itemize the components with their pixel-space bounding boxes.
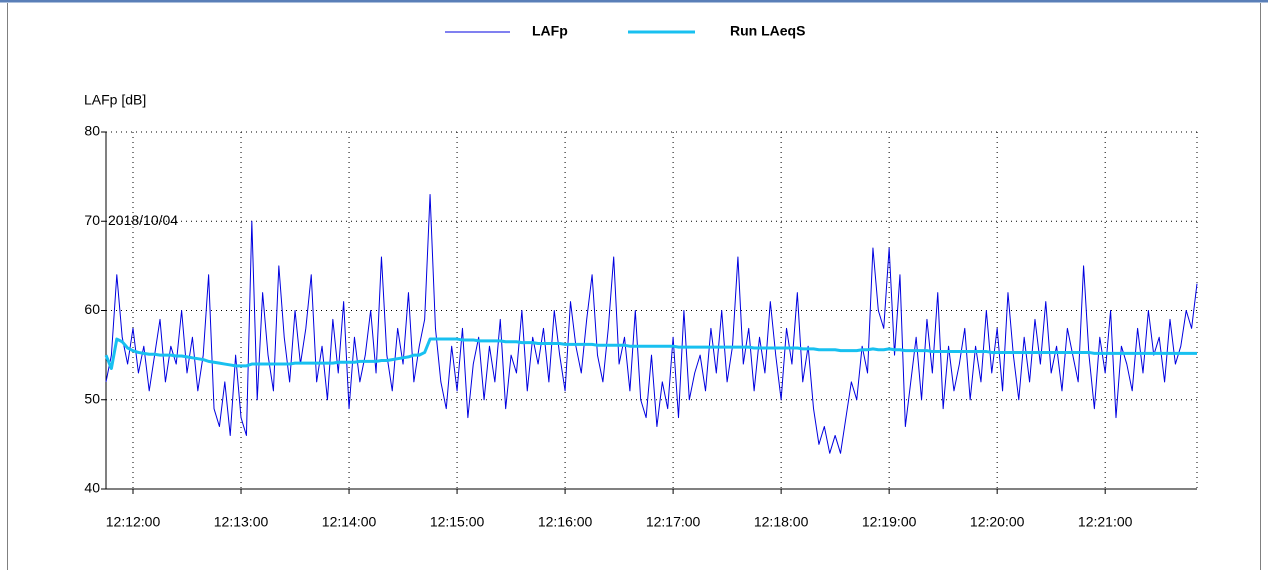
x-tick-label: 12:15:00 (430, 514, 485, 530)
y-tick-label: 70 (84, 212, 100, 228)
x-tick-label: 12:20:00 (970, 514, 1025, 530)
x-tick-label: 12:19:00 (862, 514, 917, 530)
x-tick-label: 12:16:00 (538, 514, 593, 530)
x-tick-label: 12:13:00 (214, 514, 269, 530)
y-tick-label: 40 (84, 480, 100, 496)
annotation: 2018/10/04 (108, 212, 178, 228)
y-axis-label: LAFp [dB] (84, 92, 146, 108)
y-tick-label: 80 (84, 123, 100, 139)
x-tick-label: 12:18:00 (754, 514, 809, 530)
y-tick-label: 60 (84, 301, 100, 317)
legend-label: Run LAeqS (730, 23, 805, 39)
series-line (105, 193, 1198, 454)
y-tick-label: 50 (84, 390, 100, 406)
x-tick-label: 12:17:00 (646, 514, 701, 530)
legend-label: LAFp (532, 23, 568, 39)
series-line (104, 337, 1197, 371)
x-tick-label: 12:14:00 (322, 514, 377, 530)
x-tick-label: 12:21:00 (1078, 514, 1133, 530)
x-tick-label: 12:12:00 (106, 514, 161, 530)
